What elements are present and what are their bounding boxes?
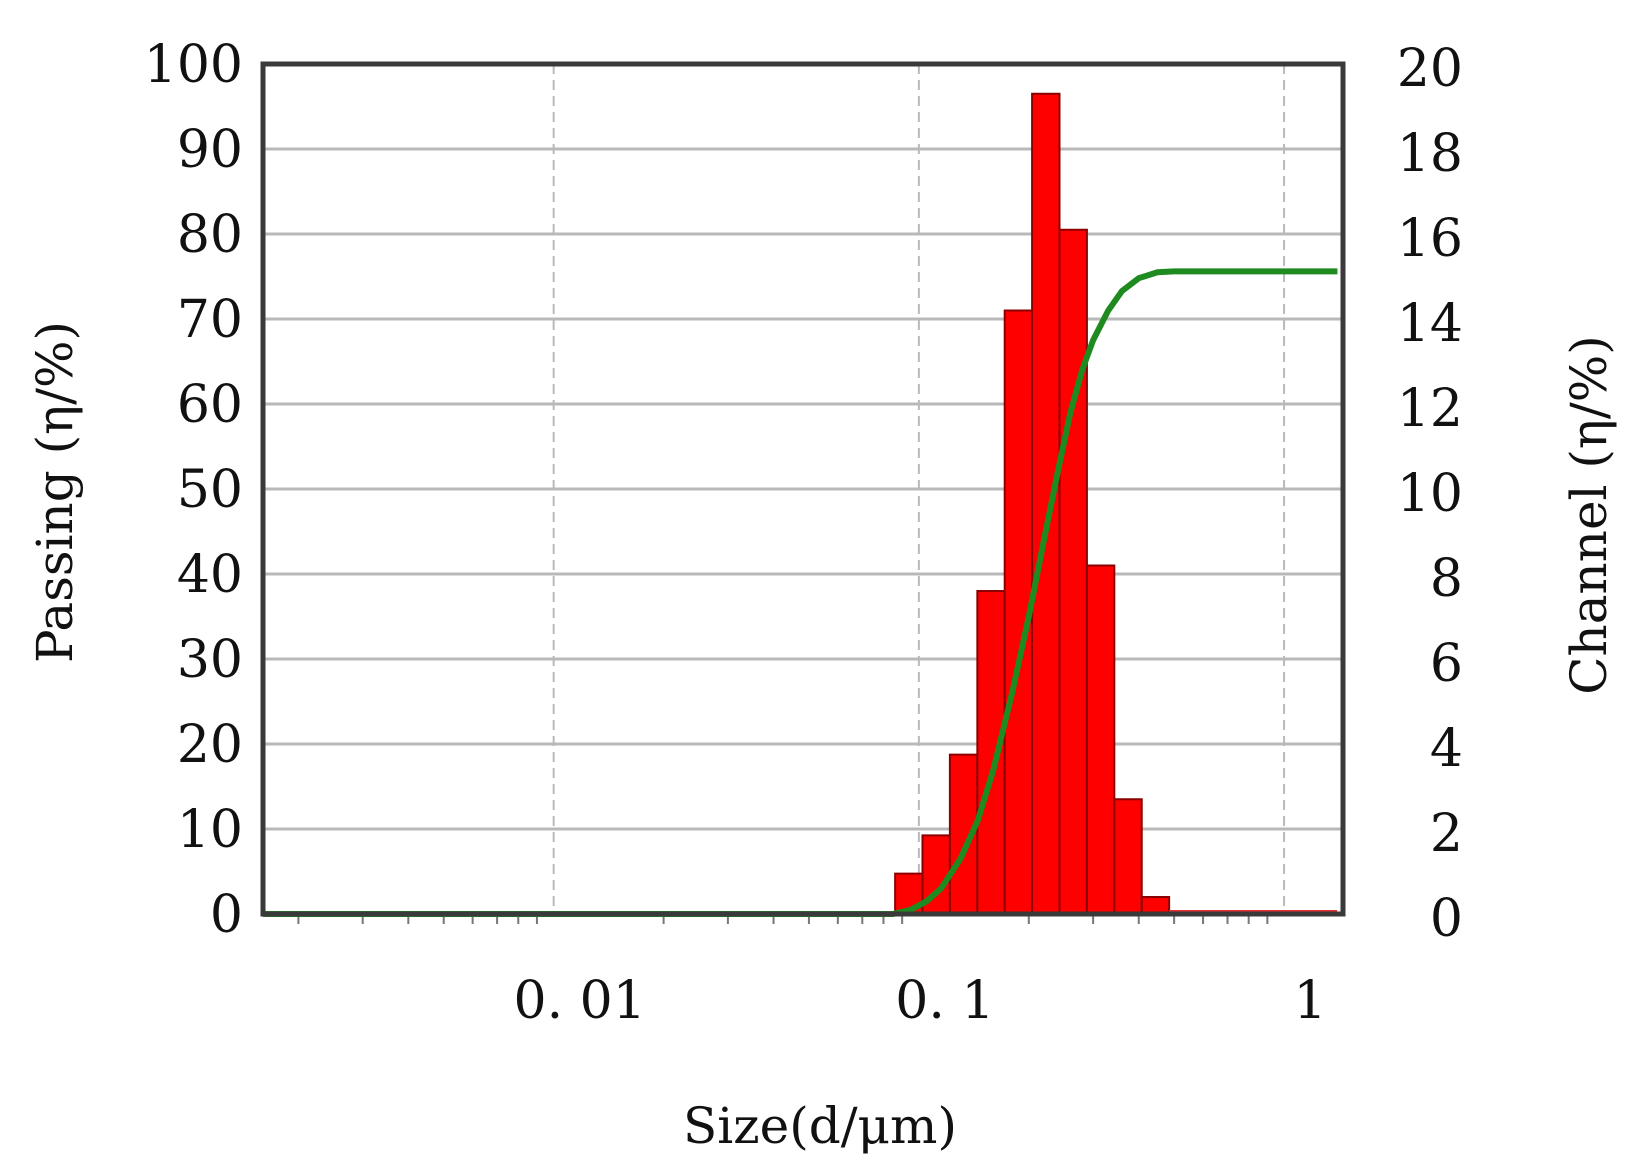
- y-right-tick-label: 0: [1430, 889, 1463, 949]
- y-right-tick-label: 4: [1430, 719, 1463, 779]
- gridlines: [263, 64, 1343, 914]
- y-right-tick-label: 20: [1397, 39, 1463, 99]
- y-right-tick-label: 10: [1397, 464, 1463, 524]
- histogram-bar: [1140, 896, 1171, 915]
- y-left-tick-label: 40: [177, 545, 243, 605]
- x-tick-label: 1: [1294, 971, 1327, 1031]
- y-right-tick-label: 12: [1397, 379, 1463, 439]
- histogram-bar: [1085, 564, 1116, 915]
- y-right-tick-label: 6: [1430, 634, 1463, 694]
- y-left-tick-label: 70: [177, 290, 243, 350]
- x-tick-label: 0. 01: [514, 971, 646, 1031]
- tick-labels: 0 10 20 30 40 50 60 70 80 90 100 0 2 4 6 8 10 12 14 16 18 20 0…: [144, 35, 1463, 1031]
- y-left-tick-label: 100: [144, 35, 243, 95]
- y-right-tick-label: 18: [1397, 124, 1463, 184]
- x-axis-title: Size(d/μm): [683, 1097, 957, 1155]
- y-left-tick-label: 90: [177, 120, 243, 180]
- histogram-bar: [1113, 798, 1143, 915]
- y-left-tick-label: 50: [177, 460, 243, 520]
- y-right-tick-label: 2: [1430, 804, 1463, 864]
- x-tick-label: 0. 1: [895, 971, 994, 1031]
- y-left-tick-label: 30: [177, 630, 243, 690]
- histogram-bars: [894, 92, 1337, 915]
- plot-frame: [260, 61, 1346, 917]
- y-left-tick-label: 0: [210, 885, 243, 945]
- histogram-bar: [1031, 92, 1061, 915]
- passing-curve: [263, 268, 1338, 917]
- y-right-tick-label: 14: [1397, 294, 1463, 354]
- y-right-tick-label: 16: [1397, 209, 1463, 269]
- y-left-tick-label: 80: [177, 205, 243, 265]
- passing-curve-line: [263, 268, 1338, 917]
- histogram-bar: [1058, 228, 1088, 915]
- y-left-tick-label: 10: [177, 800, 243, 860]
- y-left-tick-label: 60: [177, 375, 243, 435]
- y-right-tick-label: 8: [1430, 549, 1463, 609]
- y-right-axis-title: Channel (η/%): [1560, 335, 1618, 694]
- y-left-axis-title: Passing (η/%): [26, 321, 84, 663]
- y-left-tick-label: 20: [177, 715, 243, 775]
